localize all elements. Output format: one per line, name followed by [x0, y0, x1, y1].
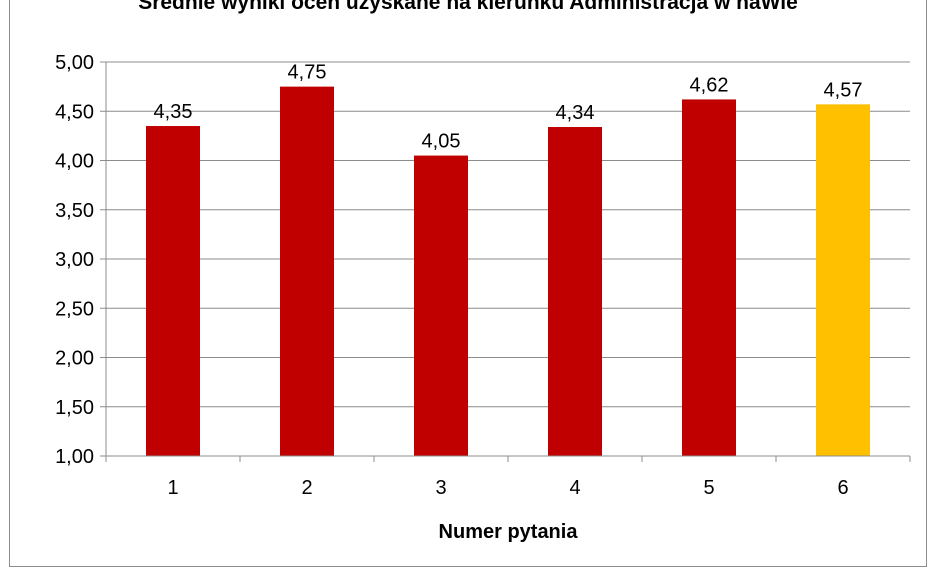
- x-tick-label: 3: [435, 477, 446, 499]
- y-tick-label: 3,00: [55, 249, 94, 271]
- x-axis-title: Numer pytania: [439, 521, 579, 543]
- y-tick-label: 1,50: [55, 397, 94, 419]
- data-label: 4,05: [422, 131, 461, 153]
- y-tick-label: 4,00: [55, 151, 94, 173]
- data-label: 4,34: [556, 102, 595, 124]
- bar: [414, 155, 468, 456]
- x-tick-label: 5: [703, 477, 714, 499]
- chart-frame: [9, 0, 927, 567]
- y-tick-labels: 1,00 1,50 2,00 2,50 3,00 3,50 4,00 4,50 5,00: [55, 52, 94, 468]
- y-tick-label: 5,00: [55, 52, 94, 74]
- bar: [816, 104, 870, 456]
- x-tick-label: 4: [569, 477, 580, 499]
- y-tick-label: 2,50: [55, 298, 94, 320]
- y-tick-label: 2,00: [55, 348, 94, 370]
- bars: [146, 86, 870, 457]
- data-labels: 4,35 4,75 4,05 4,34 4,62 4,57: [154, 62, 863, 153]
- data-label: 4,35: [154, 101, 193, 123]
- chart-title: Średnie wyniki ocen uzyskane na kierunku…: [138, 0, 798, 14]
- x-tick-labels: 1 2 3 4 5 6: [167, 477, 848, 499]
- bar: [548, 127, 602, 456]
- gridlines: [106, 61, 910, 408]
- data-label: 4,75: [288, 62, 327, 84]
- data-label: 4,57: [824, 79, 863, 101]
- y-tick-label: 4,50: [55, 101, 94, 123]
- bar: [146, 126, 200, 457]
- bar: [280, 86, 334, 456]
- bar: [682, 99, 736, 457]
- axes: [100, 61, 911, 462]
- x-tick-label: 6: [837, 477, 848, 499]
- x-tick-label: 1: [167, 477, 178, 499]
- y-tick-label: 3,50: [55, 200, 94, 222]
- y-tick-label: 1,00: [55, 446, 94, 468]
- x-tick-label: 2: [301, 477, 312, 499]
- data-label: 4,62: [690, 74, 729, 96]
